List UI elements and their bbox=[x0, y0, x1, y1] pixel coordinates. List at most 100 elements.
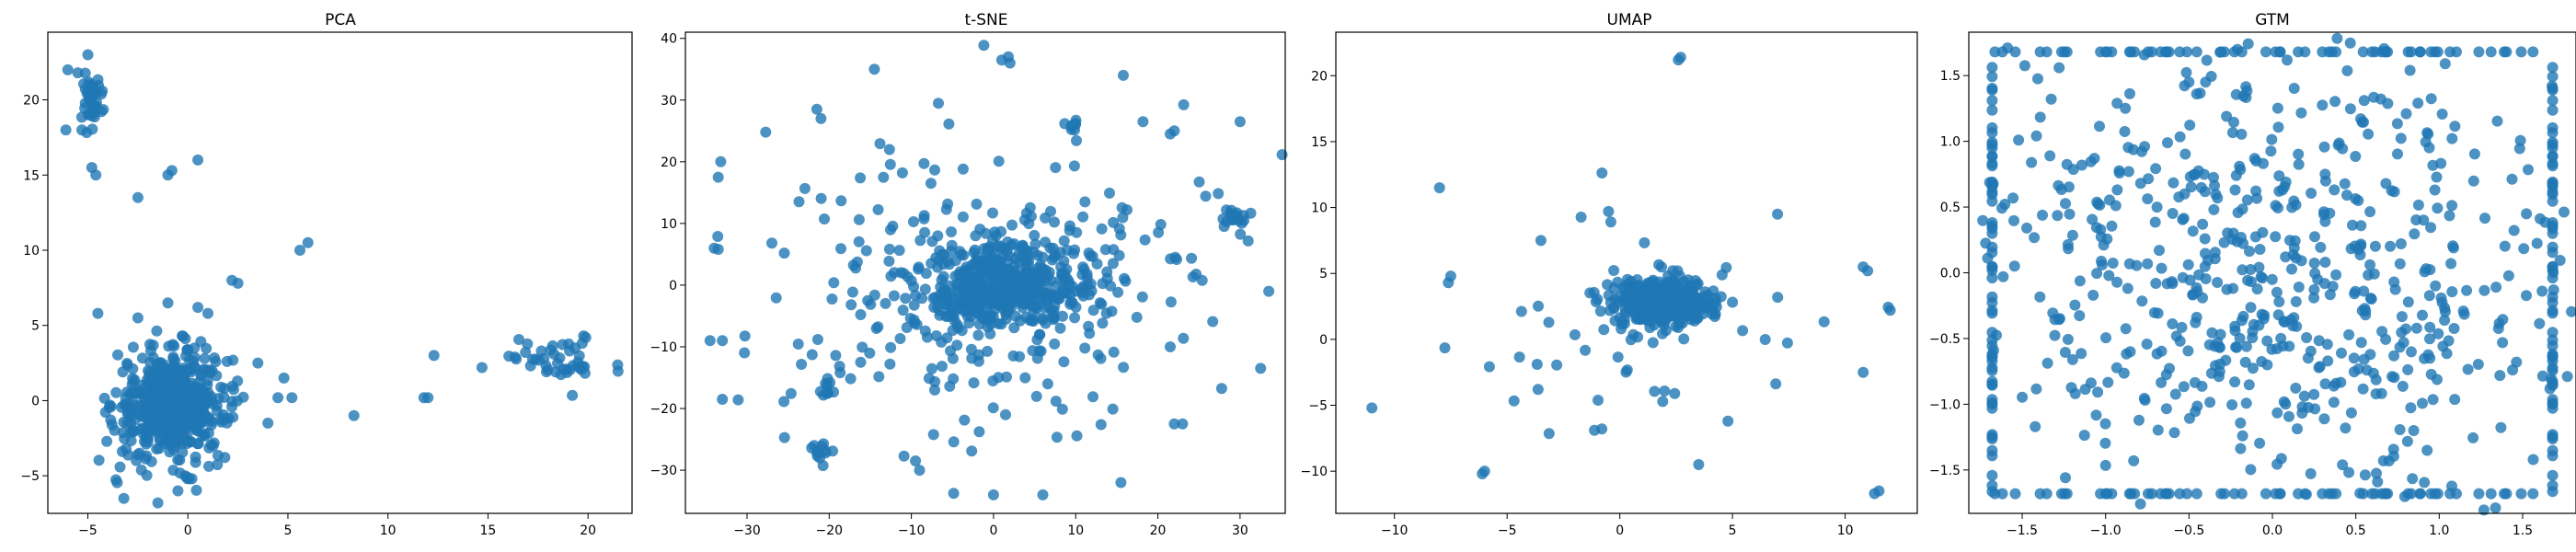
data-point bbox=[1682, 294, 1694, 306]
y-axis: −1.5 −1.0 −0.5 0.0 0.5 1.0 1.5 bbox=[1929, 69, 1969, 478]
y-tick-label: 30 bbox=[661, 94, 677, 109]
data-point bbox=[1050, 162, 1062, 174]
data-point bbox=[2425, 46, 2437, 58]
data-point bbox=[1986, 247, 1998, 259]
data-point bbox=[1003, 264, 1015, 275]
data-point bbox=[739, 330, 751, 342]
data-point bbox=[2170, 330, 2182, 342]
data-point bbox=[2215, 46, 2227, 58]
data-point bbox=[422, 392, 434, 404]
data-point bbox=[2535, 213, 2546, 224]
data-point bbox=[2494, 370, 2506, 382]
data-point bbox=[125, 435, 137, 446]
data-point bbox=[2076, 159, 2087, 171]
data-point bbox=[1624, 300, 1636, 311]
data-point bbox=[1029, 229, 1041, 241]
data-point bbox=[950, 279, 962, 291]
chart-pca: PCA −5 0 5 10 15 20 −5 0 5 10 15 20 bbox=[20, 11, 633, 538]
data-point bbox=[2237, 310, 2249, 322]
data-point bbox=[2367, 367, 2379, 379]
data-point bbox=[1006, 239, 1018, 251]
data-point bbox=[1177, 418, 1189, 430]
x-tick-label: 5 bbox=[283, 523, 292, 538]
data-point bbox=[1986, 217, 1998, 228]
data-point bbox=[2178, 381, 2190, 393]
data-point bbox=[2388, 350, 2400, 362]
data-point bbox=[286, 392, 298, 404]
data-point bbox=[914, 235, 926, 247]
data-point bbox=[1118, 362, 1130, 374]
data-point bbox=[2409, 228, 2421, 240]
data-point bbox=[2547, 444, 2559, 456]
data-point bbox=[226, 396, 238, 408]
data-point bbox=[1616, 323, 1627, 335]
data-point bbox=[2527, 488, 2539, 500]
data-point bbox=[555, 369, 567, 381]
data-point bbox=[2547, 127, 2559, 139]
data-point bbox=[1722, 415, 1734, 427]
data-point bbox=[873, 371, 885, 383]
data-point bbox=[1678, 276, 1690, 288]
data-point bbox=[1040, 212, 1052, 224]
data-point bbox=[2280, 398, 2292, 410]
data-point bbox=[2473, 488, 2485, 500]
data-point bbox=[1079, 196, 1091, 208]
data-point bbox=[177, 418, 189, 430]
data-point bbox=[792, 339, 804, 350]
data-point bbox=[2174, 131, 2186, 143]
data-point bbox=[932, 301, 944, 313]
data-point bbox=[2247, 362, 2259, 374]
data-point bbox=[2197, 218, 2209, 230]
data-point bbox=[2272, 309, 2284, 321]
data-point bbox=[2432, 328, 2444, 339]
data-point bbox=[2134, 498, 2146, 510]
data-point bbox=[2055, 184, 2067, 195]
data-point bbox=[2561, 371, 2573, 383]
data-point bbox=[232, 375, 244, 387]
data-point bbox=[1659, 385, 1671, 397]
data-point bbox=[192, 154, 204, 166]
data-point bbox=[546, 339, 558, 351]
data-point bbox=[2241, 85, 2253, 97]
data-point bbox=[152, 497, 164, 509]
data-point bbox=[878, 171, 890, 183]
data-point bbox=[219, 452, 231, 464]
data-point bbox=[2251, 192, 2263, 204]
data-point bbox=[1986, 104, 1998, 116]
data-point bbox=[191, 424, 203, 436]
y-tick-label: 10 bbox=[661, 217, 677, 232]
data-point bbox=[2018, 60, 2030, 72]
data-point bbox=[966, 297, 978, 309]
data-point bbox=[567, 360, 579, 372]
data-point bbox=[2462, 363, 2474, 375]
y-tick-label: 5 bbox=[31, 319, 40, 334]
data-point bbox=[2547, 379, 2559, 391]
data-point bbox=[1708, 285, 1719, 297]
data-point bbox=[2425, 488, 2437, 500]
data-point bbox=[2292, 423, 2303, 435]
data-point bbox=[2191, 285, 2203, 297]
data-point bbox=[2368, 268, 2380, 280]
data-point bbox=[1155, 219, 1167, 230]
data-point bbox=[2113, 165, 2125, 177]
data-point bbox=[2370, 388, 2382, 400]
data-point bbox=[2176, 321, 2188, 333]
data-point bbox=[986, 298, 997, 310]
y-tick-label: −10 bbox=[1300, 465, 1328, 479]
data-point bbox=[2099, 459, 2111, 471]
data-point bbox=[2319, 257, 2331, 268]
data-point bbox=[2435, 292, 2447, 304]
data-point bbox=[2485, 46, 2497, 58]
data-point bbox=[822, 373, 834, 385]
data-point bbox=[2120, 323, 2132, 335]
data-point bbox=[2066, 229, 2078, 241]
data-point bbox=[2092, 386, 2104, 398]
data-point bbox=[2449, 121, 2461, 132]
data-point bbox=[2547, 339, 2559, 351]
data-point bbox=[1207, 316, 1219, 328]
data-point bbox=[785, 387, 797, 399]
data-point bbox=[1692, 278, 1704, 290]
data-point bbox=[2253, 261, 2265, 273]
data-point bbox=[2273, 488, 2285, 500]
data-point bbox=[2199, 233, 2211, 245]
